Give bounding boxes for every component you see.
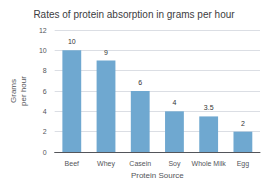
svg-text:0: 0 — [43, 149, 47, 156]
svg-text:Egg: Egg — [237, 160, 250, 168]
svg-text:12: 12 — [39, 27, 47, 34]
svg-text:Soy: Soy — [168, 160, 181, 168]
svg-text:Whole Milk: Whole Milk — [192, 160, 227, 167]
svg-text:6: 6 — [138, 79, 142, 86]
svg-text:Protein Source: Protein Source — [131, 171, 184, 180]
svg-text:2: 2 — [43, 128, 47, 135]
svg-text:Rates of protein absorption in: Rates of protein absorption in grams per… — [33, 9, 235, 20]
svg-text:10: 10 — [68, 38, 76, 45]
svg-text:per hour: per hour — [19, 76, 28, 106]
svg-text:Whey: Whey — [97, 160, 115, 168]
svg-text:Grams: Grams — [9, 79, 18, 103]
svg-text:4: 4 — [43, 108, 47, 115]
svg-text:6: 6 — [43, 88, 47, 95]
svg-text:3.5: 3.5 — [204, 104, 214, 111]
svg-text:2: 2 — [241, 120, 245, 127]
svg-text:8: 8 — [43, 67, 47, 74]
svg-text:10: 10 — [39, 47, 47, 54]
svg-text:9: 9 — [104, 49, 108, 56]
svg-text:Beef: Beef — [65, 160, 79, 167]
svg-text:Casein: Casein — [129, 160, 151, 167]
svg-text:4: 4 — [172, 99, 176, 106]
